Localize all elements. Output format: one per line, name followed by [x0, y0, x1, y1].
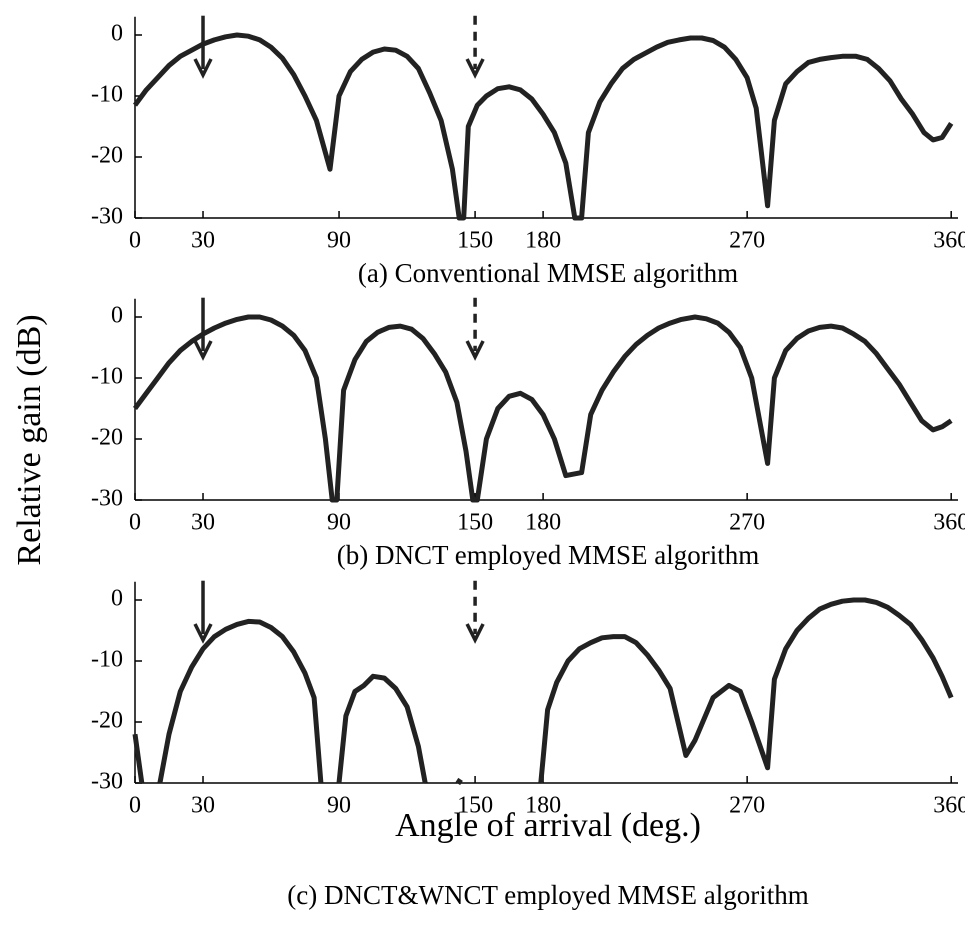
panel-caption: (a) Conventional MMSE algorithm: [358, 258, 738, 288]
y-tick-label: -30: [91, 486, 123, 512]
y-tick-label: 0: [111, 303, 123, 329]
x-tick-label: 360: [933, 793, 965, 819]
x-tick-label: 180: [525, 793, 561, 819]
gain-curve: [132, 314, 953, 503]
x-tick-label: 360: [933, 228, 965, 254]
x-tick-label: 270: [729, 793, 765, 819]
panel-caption: (b) DNCT employed MMSE algorithm: [337, 540, 759, 570]
arrow-head: [193, 623, 213, 644]
x-tick-label: 0: [129, 228, 141, 254]
y-tick-label: -10: [91, 364, 123, 390]
arrow-head: [465, 623, 485, 644]
arrow-head: [193, 340, 213, 361]
y-tick-label: -20: [91, 425, 123, 451]
x-tick-label: 90: [327, 228, 351, 254]
x-tick-label: 30: [191, 228, 215, 254]
y-tick-label: -10: [91, 82, 123, 108]
x-tick-label: 270: [729, 510, 765, 536]
x-tick-label: 150: [457, 510, 493, 536]
x-tick-label: 0: [129, 793, 141, 819]
y-tick-label: -30: [91, 769, 123, 795]
arrow-head: [193, 58, 213, 79]
gain-curve: [132, 32, 954, 221]
x-tick-label: 150: [457, 228, 493, 254]
panel-caption: (c) DNCT&WNCT employed MMSE algorithm: [287, 880, 808, 910]
x-axis-label: Angle of arrival (deg.): [395, 807, 701, 844]
x-tick-label: 180: [525, 510, 561, 536]
y-tick-label: -20: [91, 143, 123, 169]
x-tick-label: 180: [525, 228, 561, 254]
x-tick-label: 150: [457, 793, 493, 819]
gain-curve: [132, 597, 954, 786]
y-tick-label: -30: [91, 204, 123, 230]
y-axis-label: Relative gain (dB): [11, 314, 48, 565]
x-tick-label: 270: [729, 228, 765, 254]
y-tick-label: -10: [91, 647, 123, 673]
x-tick-label: 360: [933, 510, 965, 536]
y-tick-label: 0: [111, 21, 123, 47]
x-tick-label: 30: [191, 793, 215, 819]
y-tick-label: -20: [91, 708, 123, 734]
x-tick-label: 30: [191, 510, 215, 536]
y-tick-label: 0: [111, 586, 123, 612]
arrow-head: [465, 340, 485, 361]
x-tick-label: 90: [327, 793, 351, 819]
arrow-head: [465, 58, 485, 79]
x-tick-label: 0: [129, 510, 141, 536]
x-tick-label: 90: [327, 510, 351, 536]
